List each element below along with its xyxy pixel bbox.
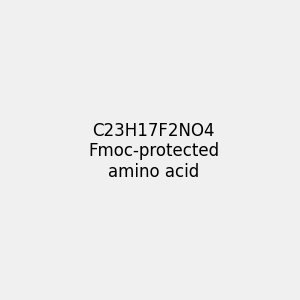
Text: C23H17F2NO4
Fmoc-protected
amino acid: C23H17F2NO4 Fmoc-protected amino acid <box>88 122 219 181</box>
